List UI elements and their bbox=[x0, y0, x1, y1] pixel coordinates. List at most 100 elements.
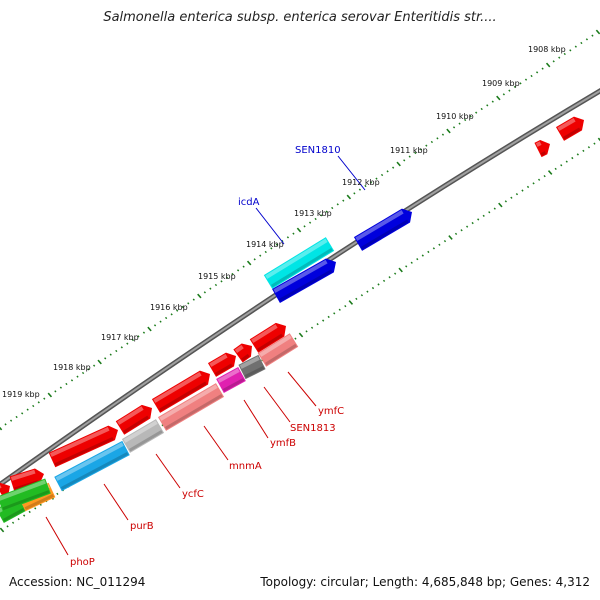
outer-minor-tick bbox=[120, 346, 123, 349]
inner-minor-tick bbox=[405, 265, 408, 268]
tick-label: 1912 kbp bbox=[342, 178, 380, 187]
inner-minor-tick bbox=[28, 510, 31, 514]
gene-forward bbox=[48, 425, 119, 468]
tick-label: 1917 kbp bbox=[101, 333, 139, 342]
inner-minor-tick bbox=[322, 319, 325, 322]
gene-forward bbox=[249, 322, 286, 353]
inner-minor-tick bbox=[421, 254, 424, 257]
outer-minor-tick bbox=[364, 184, 367, 188]
outer-minor-tick bbox=[164, 316, 168, 320]
outer-major-tick bbox=[396, 161, 401, 167]
inner-major-tick bbox=[348, 300, 354, 305]
label-leader-line bbox=[287, 371, 317, 407]
inner-major-tick bbox=[0, 527, 5, 533]
outer-minor-tick bbox=[513, 85, 517, 89]
tick-label: 1916 kbp bbox=[150, 303, 188, 312]
inner-minor-tick bbox=[510, 196, 513, 199]
outer-major-tick bbox=[595, 29, 600, 35]
outer-minor-tick bbox=[325, 210, 328, 213]
inner-minor-tick bbox=[305, 330, 308, 333]
gene-label: icdA bbox=[238, 197, 260, 208]
inner-minor-tick bbox=[161, 424, 164, 427]
inner-major-tick bbox=[298, 332, 304, 338]
tick-label: 1919 kbp bbox=[2, 390, 40, 399]
inner-minor-tick bbox=[593, 142, 596, 145]
outer-minor-tick bbox=[414, 151, 417, 155]
inner-minor-tick bbox=[427, 250, 430, 254]
gene-forward bbox=[9, 468, 44, 492]
outer-minor-tick bbox=[137, 335, 140, 338]
inner-minor-tick bbox=[310, 326, 314, 329]
inner-minor-tick bbox=[294, 337, 297, 340]
label-leader-line bbox=[243, 399, 269, 439]
inner-minor-tick bbox=[565, 160, 568, 163]
inner-minor-tick bbox=[316, 323, 319, 326]
label-leader-line bbox=[155, 453, 181, 489]
inner-minor-tick bbox=[410, 261, 413, 264]
outer-minor-tick bbox=[408, 155, 411, 158]
outer-major-tick bbox=[0, 426, 3, 431]
outer-minor-tick bbox=[530, 74, 533, 78]
gene-forward bbox=[151, 370, 210, 413]
outer-minor-tick bbox=[308, 221, 312, 224]
inner-minor-tick bbox=[515, 193, 519, 196]
gene-forward bbox=[534, 139, 550, 158]
outer-minor-tick bbox=[574, 45, 577, 48]
outer-minor-tick bbox=[563, 52, 566, 56]
tick-label: 1915 kbp bbox=[198, 272, 236, 281]
accession-text: Accession: NC_011294 bbox=[9, 575, 146, 589]
inner-minor-tick bbox=[360, 294, 364, 297]
inner-minor-tick bbox=[377, 283, 380, 286]
tick-label: 1913 kbp bbox=[294, 209, 332, 218]
tick-label: 1909 kbp bbox=[482, 79, 520, 88]
outer-minor-tick bbox=[264, 250, 267, 254]
outer-minor-tick bbox=[170, 313, 173, 316]
outer-minor-tick bbox=[502, 93, 505, 96]
inner-minor-tick bbox=[526, 185, 530, 189]
inner-minor-tick bbox=[493, 207, 496, 210]
outer-minor-tick bbox=[4, 423, 7, 426]
gene-label: SEN1813 bbox=[290, 423, 336, 434]
outer-minor-tick bbox=[87, 368, 90, 371]
gene-features bbox=[0, 116, 585, 524]
outer-minor-tick bbox=[231, 272, 234, 276]
gene-reverse bbox=[272, 258, 337, 303]
outer-major-tick bbox=[496, 95, 501, 101]
inner-minor-tick bbox=[554, 167, 557, 171]
outer-minor-tick bbox=[253, 258, 256, 261]
outer-minor-tick bbox=[236, 269, 240, 272]
outer-minor-tick bbox=[342, 199, 345, 202]
gene-green bbox=[0, 478, 51, 512]
label-leader-line bbox=[45, 516, 69, 556]
outer-minor-tick bbox=[535, 71, 539, 74]
outer-minor-tick bbox=[104, 357, 107, 360]
outer-minor-tick bbox=[21, 412, 24, 415]
outer-minor-tick bbox=[126, 342, 129, 345]
outer-minor-tick bbox=[15, 415, 18, 419]
outer-minor-tick bbox=[480, 107, 483, 111]
inner-minor-tick bbox=[477, 218, 480, 221]
inner-major-tick bbox=[597, 137, 600, 142]
inner-minor-tick bbox=[543, 174, 546, 178]
inner-minor-tick bbox=[504, 200, 507, 203]
outer-minor-tick bbox=[281, 239, 284, 243]
inner-major-tick bbox=[398, 267, 403, 273]
outer-minor-tick bbox=[176, 309, 179, 312]
outer-minor-tick bbox=[159, 320, 162, 323]
outer-major-tick bbox=[47, 392, 53, 398]
map-title: Salmonella enterica subsp. enterica sero… bbox=[103, 10, 497, 25]
inner-minor-tick bbox=[471, 221, 474, 225]
outer-minor-tick bbox=[115, 349, 118, 353]
label-leader-line bbox=[255, 207, 285, 245]
inner-minor-tick bbox=[327, 315, 330, 319]
inner-minor-tick bbox=[460, 229, 463, 232]
outer-major-tick bbox=[147, 326, 152, 332]
gene-forward bbox=[233, 343, 253, 363]
outer-minor-tick bbox=[59, 386, 63, 389]
outer-minor-tick bbox=[441, 133, 445, 136]
outer-minor-tick bbox=[491, 100, 494, 103]
tick-label: 1911 kbp bbox=[390, 146, 428, 155]
gene-label: mnmA bbox=[229, 461, 262, 472]
outer-minor-tick bbox=[380, 173, 384, 177]
